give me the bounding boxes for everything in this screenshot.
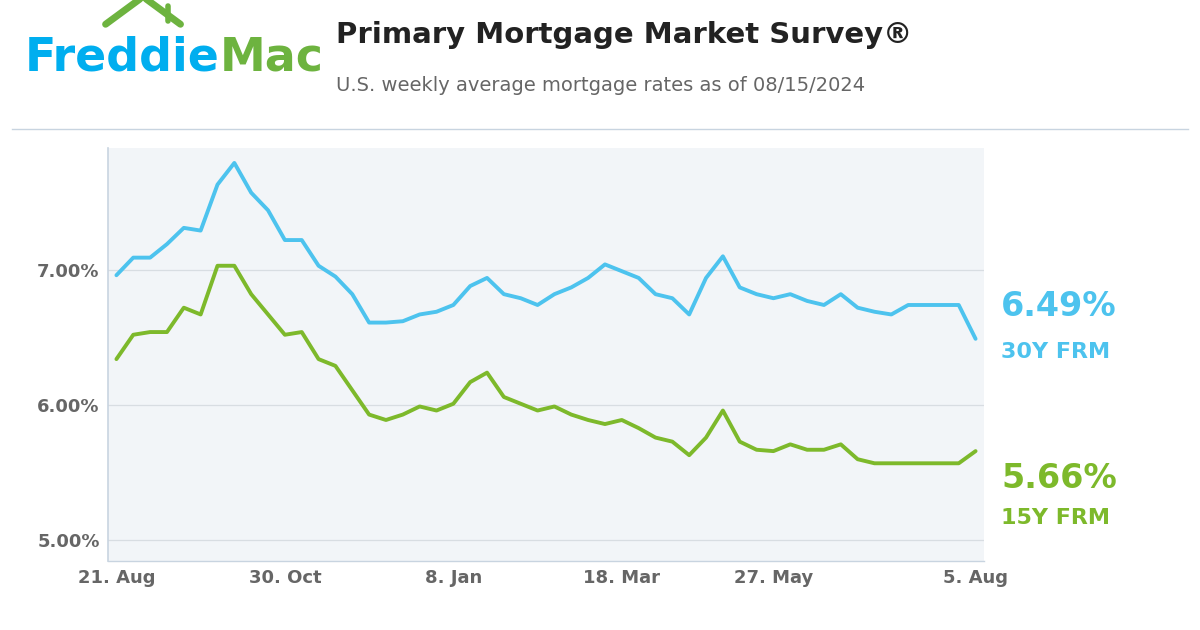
Text: Primary Mortgage Market Survey®: Primary Mortgage Market Survey®: [336, 21, 912, 49]
Text: 30Y FRM: 30Y FRM: [1001, 341, 1110, 362]
Text: 6.49%: 6.49%: [1001, 290, 1117, 323]
Text: 5.66%: 5.66%: [1001, 462, 1117, 495]
Text: Mac: Mac: [220, 35, 324, 81]
Text: Freddie: Freddie: [24, 35, 220, 81]
Text: 15Y FRM: 15Y FRM: [1001, 508, 1110, 528]
Text: U.S. weekly average mortgage rates as of 08/15/2024: U.S. weekly average mortgage rates as of…: [336, 76, 865, 94]
